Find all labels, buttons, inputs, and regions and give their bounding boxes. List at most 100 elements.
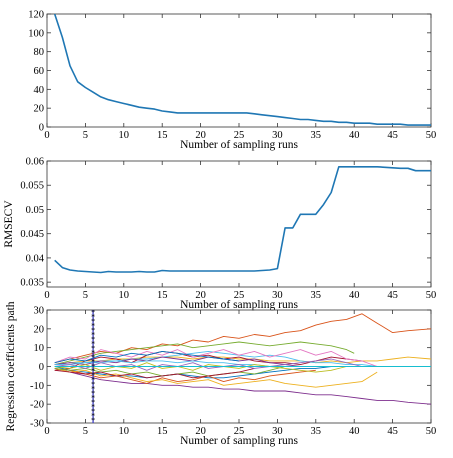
series-line-13	[54, 367, 255, 379]
y-tick-label: 0.05	[26, 205, 44, 216]
y-axis-label: RMSECV	[3, 200, 15, 248]
x-tick-label: 0	[44, 426, 49, 437]
asterisk-marker: *	[91, 385, 95, 394]
x-tick-label: 40	[349, 130, 360, 141]
x-tick-label: 5	[83, 130, 88, 141]
y-tick-label: -10	[30, 381, 44, 392]
panel-rmsecv: 0 5 10 15 20 25 30 35 40 45 50 0.035 0.04 0.045 0.05 0.…	[3, 157, 436, 312]
asterisk-marker: *	[91, 380, 95, 389]
asterisk-marker: *	[91, 389, 95, 398]
series-line-1	[54, 367, 431, 405]
x-tick-label: 10	[119, 130, 130, 141]
y-axis-label: Regression coefficients path	[5, 301, 17, 431]
x-tick-label: 25	[234, 426, 245, 437]
series-line-14	[54, 350, 240, 364]
x-tick-label: 25	[234, 290, 245, 301]
x-tick-label: 45	[387, 130, 398, 141]
x-tick-label: 15	[157, 130, 168, 141]
x-axis-label: Number of sampling runs	[180, 139, 298, 151]
asterisk-marker: *	[91, 353, 95, 362]
y-tick-label: -30	[30, 419, 44, 430]
x-tick-label: 35	[311, 290, 322, 301]
asterisk-marker: *	[91, 358, 95, 367]
y-tick-label: 0	[39, 362, 44, 373]
y-tick-label: 60	[34, 66, 45, 77]
x-tick-label: 0	[44, 130, 49, 141]
series-line-16	[54, 362, 347, 373]
y-tick-label: 20	[34, 104, 45, 115]
series-line-9	[54, 367, 378, 388]
x-axis-label: Number of sampling runs	[180, 435, 298, 447]
panel-regression-coefficients: 0 5 10 15 20 25 30 35 40 45 50-30-20-100102030Numb…	[5, 301, 436, 447]
y-tick-label: 0.055	[20, 181, 44, 192]
y-tick-label: -20	[30, 400, 44, 411]
x-tick-label: 30	[272, 426, 283, 437]
plot-area: *************************	[54, 308, 431, 425]
x-tick-label: 15	[157, 426, 168, 437]
x-tick-label: 10	[119, 426, 130, 437]
y-tick-label: 80	[34, 47, 45, 58]
x-tick-label: 40	[349, 426, 360, 437]
asterisk-marker: *	[91, 412, 95, 421]
asterisk-marker: *	[91, 344, 95, 353]
asterisk-marker: *	[91, 308, 95, 317]
asterisk-marker: *	[91, 340, 95, 349]
asterisk-marker: *	[91, 362, 95, 371]
x-tick-label: 20	[195, 426, 206, 437]
x-tick-label: 30	[272, 130, 283, 141]
y-tick-label: 100	[28, 28, 44, 39]
plot-area	[54, 166, 431, 274]
asterisk-marker: *	[91, 416, 95, 425]
axes-box	[46, 160, 432, 288]
asterisk-marker: *	[91, 371, 95, 380]
y-tick-label: 0	[39, 123, 44, 134]
asterisk-marker: *	[91, 367, 95, 376]
x-tick-label: 30	[272, 290, 283, 301]
x-tick-label: 10	[119, 290, 130, 301]
asterisk-marker: *	[91, 398, 95, 407]
x-tick-label: 0	[44, 290, 49, 301]
x-tick-label: 5	[83, 426, 88, 437]
asterisk-marker: *	[91, 322, 95, 331]
x-tick-label: 45	[387, 426, 398, 437]
plot-area	[53, 14, 431, 126]
x-tick-label: 50	[426, 426, 437, 437]
asterisk-marker: *	[91, 317, 95, 326]
series-line-8	[54, 367, 316, 384]
series-line-15	[54, 358, 363, 371]
x-tick-label: 35	[311, 130, 322, 141]
y-tick-label: 0.035	[20, 278, 44, 289]
y-tick-label: 10	[34, 343, 45, 354]
asterisk-marker: *	[91, 331, 95, 340]
series-line-7	[54, 349, 378, 367]
asterisk-marker: *	[91, 349, 95, 358]
x-tick-label: 25	[234, 130, 245, 141]
x-tick-label: 20	[195, 130, 206, 141]
y-tick-label: 0.06	[26, 157, 44, 168]
x-tick-label: 50	[426, 130, 437, 141]
x-tick-label: 15	[157, 290, 168, 301]
series-line-12	[54, 360, 270, 367]
x-tick-label: 50	[426, 290, 437, 301]
asterisk-marker: *	[91, 403, 95, 412]
y-tick-label: 40	[34, 85, 45, 96]
axes-box	[46, 13, 432, 128]
x-tick-label: 20	[195, 290, 206, 301]
series-line-3	[54, 341, 355, 366]
series-line-10	[54, 356, 301, 367]
asterisk-marker: *	[91, 376, 95, 385]
x-tick-label: 45	[387, 290, 398, 301]
panel-sampling-count: 0 5 10 15 20 25 30 35 40 45 50 0 20 40 60 80 100 120 Numbe…	[28, 10, 436, 152]
x-tick-label: 40	[349, 290, 360, 301]
asterisk-marker: *	[91, 326, 95, 335]
y-tick-label: 20	[34, 324, 45, 335]
series-line-6	[54, 366, 332, 379]
asterisk-marker: *	[91, 313, 95, 322]
y-tick-label: 120	[28, 10, 44, 21]
asterisk-marker: *	[91, 394, 95, 403]
series-line-0	[54, 166, 431, 274]
x-tick-label: 35	[311, 426, 322, 437]
asterisk-marker: *	[91, 335, 95, 344]
asterisk-marker: *	[91, 407, 95, 416]
